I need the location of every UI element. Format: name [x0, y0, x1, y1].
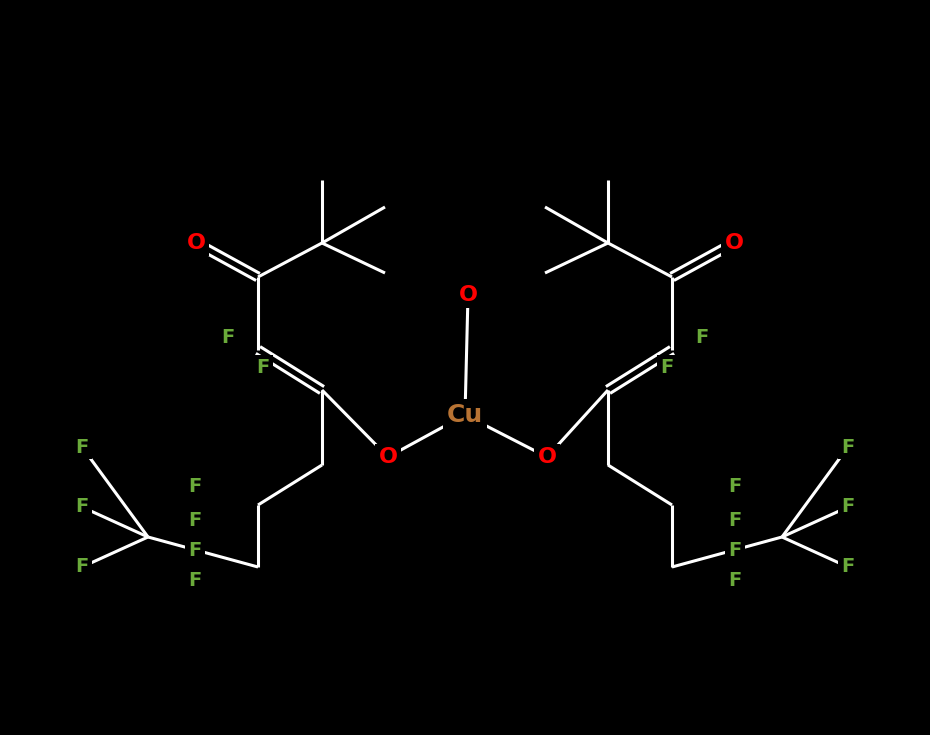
Text: F: F — [257, 357, 270, 376]
Text: F: F — [189, 511, 202, 529]
Text: F: F — [189, 478, 202, 497]
Text: F: F — [660, 357, 673, 376]
Text: O: O — [458, 285, 477, 305]
Text: F: F — [728, 478, 741, 497]
Text: F: F — [189, 540, 202, 559]
Text: F: F — [221, 328, 234, 346]
Text: O: O — [187, 233, 206, 253]
Text: F: F — [75, 498, 88, 517]
Text: O: O — [538, 447, 556, 467]
Text: F: F — [842, 498, 855, 517]
Text: F: F — [842, 558, 855, 576]
Text: F: F — [75, 437, 88, 456]
Text: F: F — [189, 570, 202, 589]
Text: F: F — [728, 570, 741, 589]
Text: F: F — [75, 558, 88, 576]
Text: F: F — [728, 540, 741, 559]
Text: F: F — [842, 437, 855, 456]
Text: O: O — [379, 447, 397, 467]
Text: O: O — [724, 233, 743, 253]
Text: Cu: Cu — [447, 403, 483, 427]
Text: F: F — [696, 328, 709, 346]
Text: F: F — [728, 511, 741, 529]
